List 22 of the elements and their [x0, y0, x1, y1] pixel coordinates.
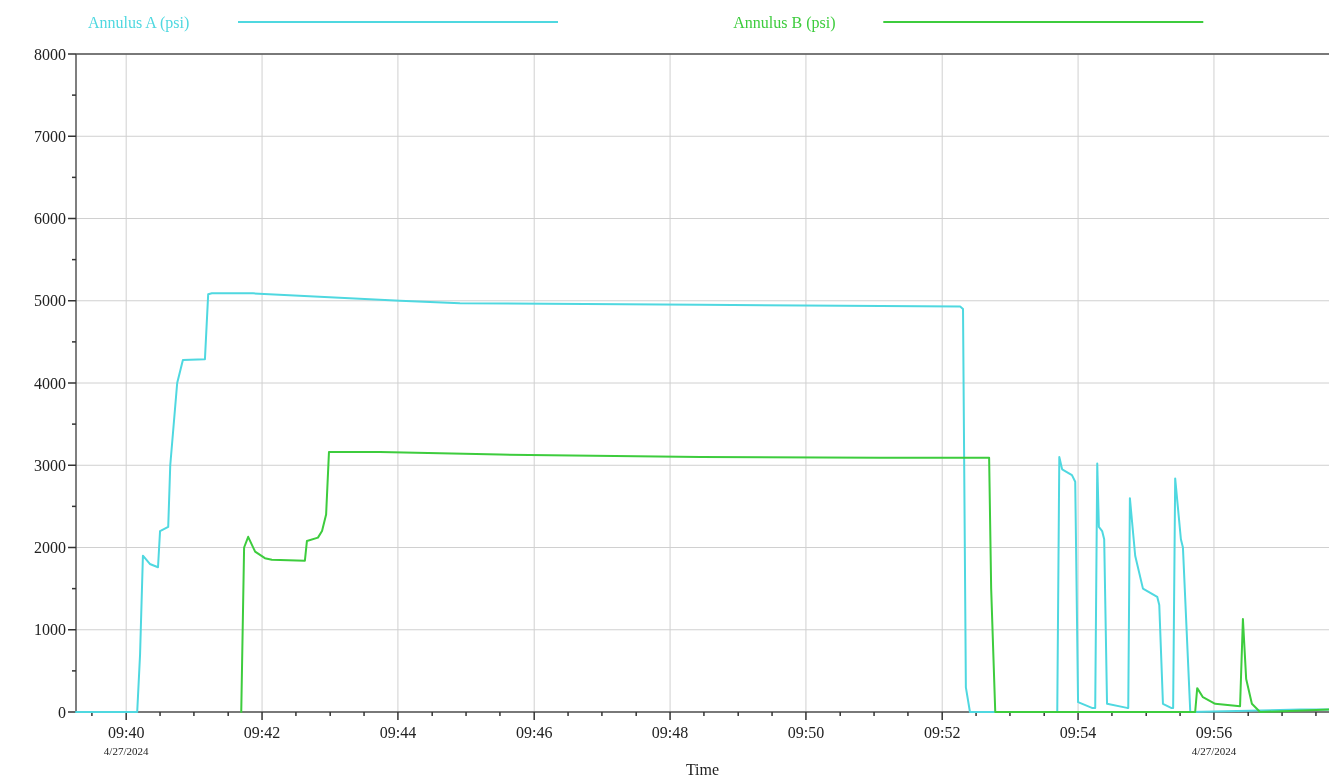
- x-axis-title: Time: [685, 761, 720, 778]
- x-tick-label: 09:50: [787, 724, 825, 741]
- y-tick-label: 4000: [34, 374, 66, 392]
- x-tick-label: 09:46: [515, 724, 553, 741]
- y-tick-label: 2000: [34, 539, 66, 557]
- x-tick-label: 09:40 4/27/2024: [103, 724, 149, 757]
- x-tick-label: 09:48: [651, 724, 689, 741]
- x-tick-label: 09:54: [1059, 724, 1097, 741]
- line-series: [240, 451, 1329, 713]
- x-tick-label: 09:44: [379, 724, 417, 741]
- x-tick-label: 09:52: [923, 724, 961, 741]
- x-tick-label: 09:42: [243, 724, 281, 741]
- y-tick-label: 6000: [34, 210, 66, 228]
- y-tick-label: 1000: [34, 621, 66, 639]
- y-tick-label: 0: [58, 703, 66, 721]
- y-tick-label: 7000: [34, 127, 66, 145]
- y-tick-label: 3000: [34, 456, 66, 474]
- text: Annulus A (psi): [88, 13, 190, 32]
- y-tick-label: 8000: [34, 45, 66, 63]
- y-tick-label: 5000: [34, 292, 66, 310]
- text: Annulus B (psi): [733, 13, 836, 32]
- x-tick-label: 09:56 4/27/2024: [1191, 724, 1237, 757]
